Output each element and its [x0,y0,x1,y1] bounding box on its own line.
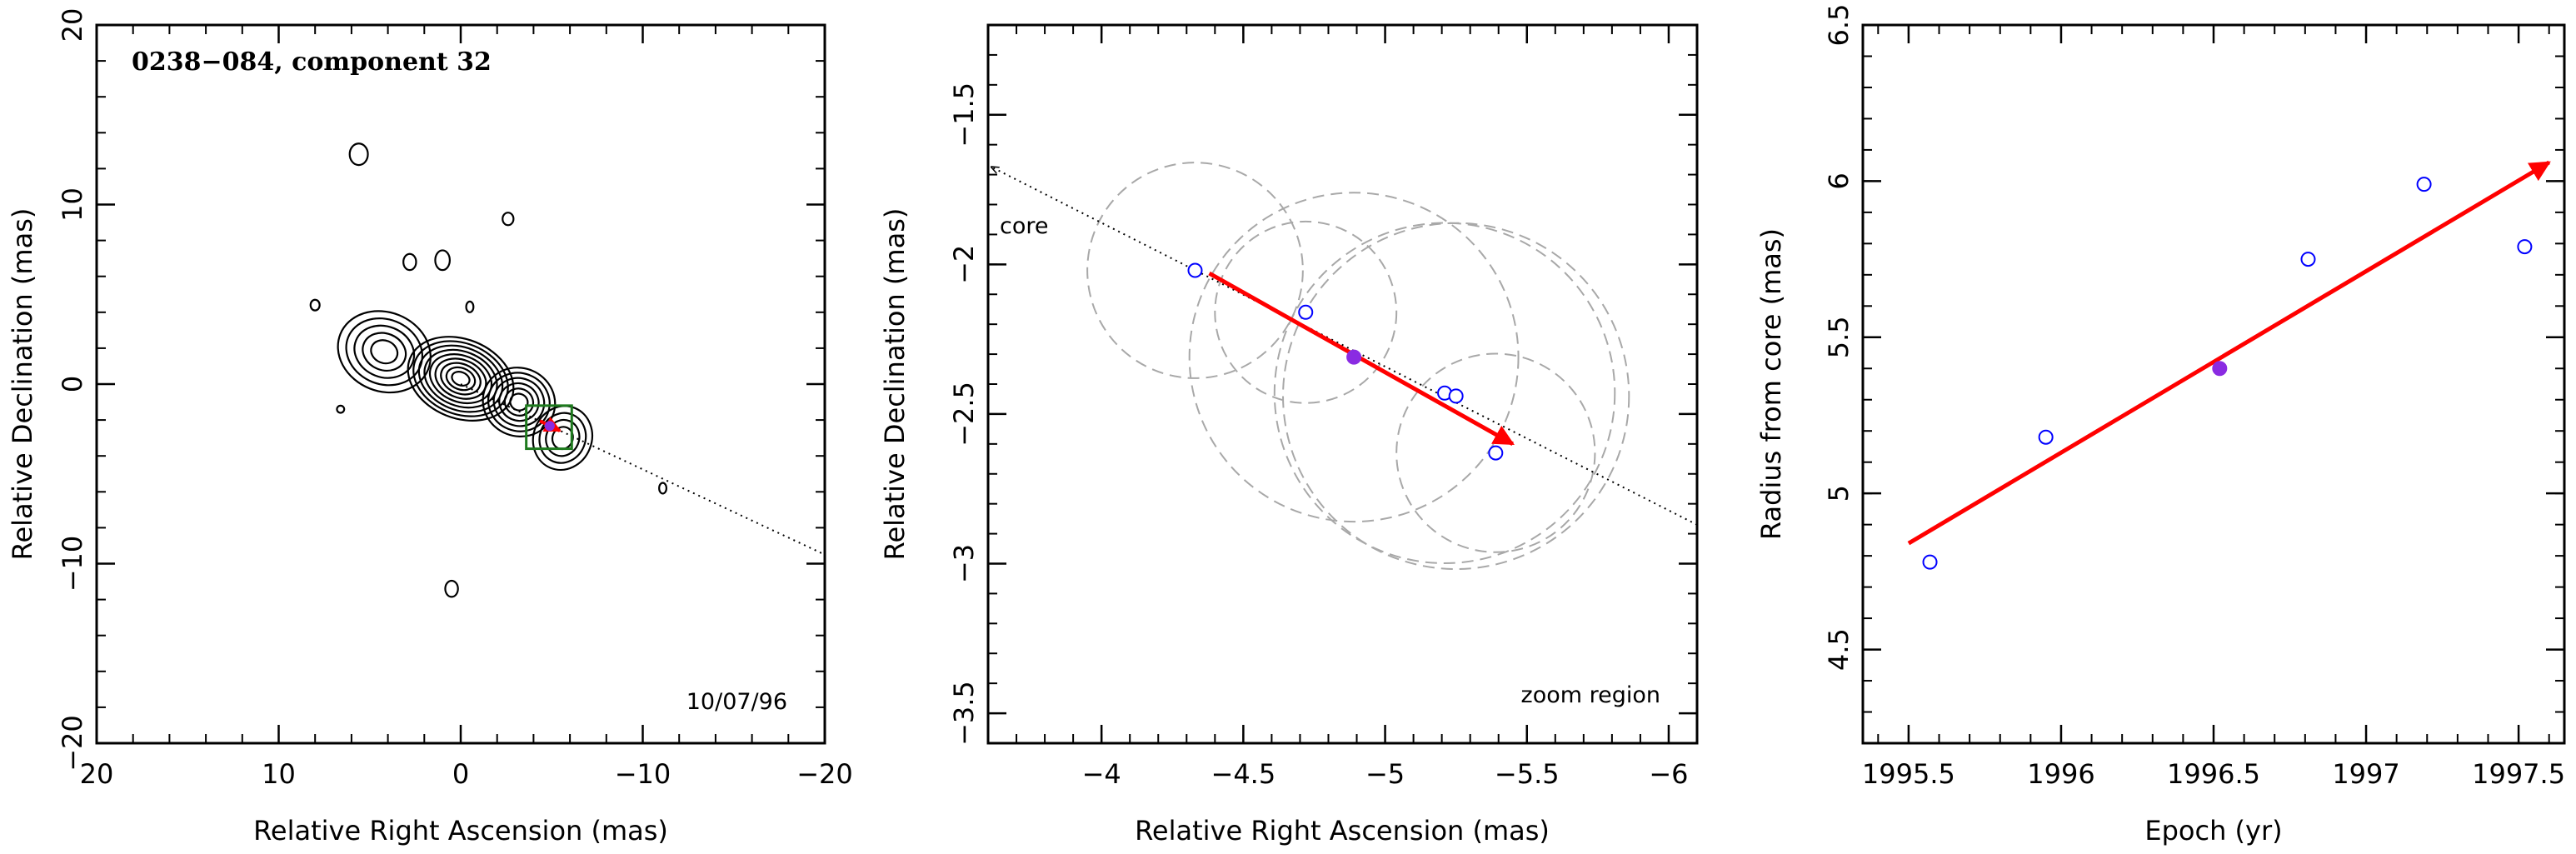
radius-vs-epoch-panel: 1995.5 1996 1996.5 1997 1997.5 4.5 5 5.5 6 6.5 Ep… [1755,4,2566,847]
beam-size-circle [1273,222,1616,565]
component-position-marker [544,421,555,432]
core-direction-line [991,167,1697,526]
linear-fit-arrow [1907,160,2551,546]
current-epoch-point [2212,361,2228,377]
y-tick-label: −2.5 [948,382,980,447]
x-tick-label: 1996.5 [2167,758,2260,790]
noise-contour [309,298,321,312]
y-tick-label: 0 [57,376,88,392]
x-tick-label: 1997.5 [2472,758,2565,790]
noise-contour [348,142,369,167]
y-tick-label: −1.5 [948,82,980,147]
x-tick-label: 0 [452,758,469,790]
beam-size-circle [1395,352,1596,553]
y-tick-label: −20 [57,715,88,772]
y-tick-label: 5.5 [1823,316,1855,358]
zoom-region-box [525,404,573,451]
x-tick-label: −20 [796,758,853,790]
epoch-position-point [1488,445,1504,461]
noise-contour [444,579,459,598]
observation-date: 10/07/96 [686,689,787,715]
beam-size-circle [1282,222,1630,571]
jet-contour-ring [353,324,416,379]
radius-epoch-point [2300,252,2316,267]
jet-contour-ring [337,310,432,394]
radius-epoch-point [1922,554,1938,570]
x-tick-label: −6 [1649,758,1688,790]
current-epoch-point [1346,349,1362,365]
noise-contour [658,482,668,495]
jet-contour-ring [440,362,482,396]
beam-size-circle [1188,192,1520,523]
beam-size-circle [1086,162,1304,379]
core-label: core [1000,213,1048,239]
panel1-x-axis-title: Relative Right Ascension (mas) [253,815,668,847]
x-tick-label: −10 [615,758,671,790]
y-tick-label: −10 [57,536,88,592]
y-tick-label: 5 [1823,485,1855,502]
jet-contour-ring [545,418,581,457]
beam-size-circle [1214,220,1398,404]
radius-epoch-point [2416,177,2432,192]
zoom-region-panel: −4 −4.5 −5 −5.5 −6 −1.5 −2 −2.5 −3 −3.5 core zoom… [879,23,1699,847]
x-tick-label: 10 [262,758,296,790]
panel1-y-axis-title: Relative Declination (mas) [7,208,38,561]
jet-contour-ring [498,382,540,422]
jet-contour-ring [362,332,407,372]
y-tick-label: 6 [1823,172,1855,189]
jet-contour-ring [451,371,471,387]
y-tick-label: −2 [948,245,980,284]
jet-contour-ring [503,387,535,417]
noise-contour [336,404,346,414]
panel2-frame [986,23,1699,745]
radius-epoch-point [2038,429,2054,445]
y-tick-label: 10 [57,187,88,222]
x-tick-label: −5.5 [1495,758,1560,790]
x-tick-label: −4.5 [1211,758,1276,790]
zoom-region-label: zoom region [1521,682,1660,708]
y-tick-label: 4.5 [1823,628,1855,671]
panel2-y-axis-title: Relative Declination (mas) [879,208,911,561]
epoch-position-point [1298,304,1314,320]
x-tick-label: 1997 [2332,758,2399,790]
noise-contour [434,249,451,272]
jet-contour-ring [445,366,477,392]
panel2-x-axis-title: Relative Right Ascension (mas) [1135,815,1550,847]
jet-contour-ring [492,377,546,427]
x-tick-label: 1995.5 [1862,758,1955,790]
panel3-y-axis-title: Radius from core (mas) [1755,228,1787,540]
y-tick-label: 20 [57,8,88,42]
epoch-position-point [1448,388,1464,404]
x-tick-label: 1996 [2027,758,2094,790]
panel3-frame [1861,23,2566,745]
jet-contour-ring [487,372,551,432]
y-tick-label: 6.5 [1823,4,1855,47]
x-tick-label: −5 [1365,758,1405,790]
y-tick-label: −3.5 [948,681,980,746]
x-tick-label: −4 [1082,758,1121,790]
noise-contour [402,252,417,272]
jet-contour-ring [370,339,399,365]
panel3-x-axis-title: Epoch (yr) [2144,815,2282,847]
radius-epoch-point [2517,239,2533,255]
epoch-position-point [1187,262,1203,278]
y-tick-label: −3 [948,544,980,583]
noise-contour [502,212,515,227]
noise-contour [465,300,475,313]
jet-contour-ring [532,405,593,472]
panel1-title: 0238−084, component 32 [132,47,492,77]
x-tick-label: 20 [80,758,114,790]
